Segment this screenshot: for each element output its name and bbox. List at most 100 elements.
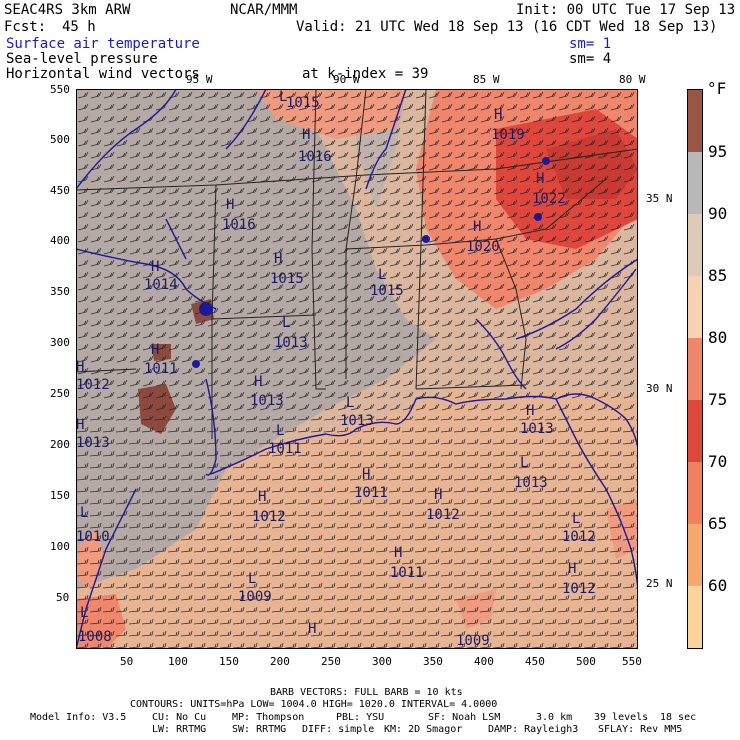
y-tick: 300 [50,336,70,349]
pressure-center-value: 1012 [562,529,596,545]
pressure-center-letter: H [394,545,402,561]
pressure-center-value: 1012 [252,509,286,525]
pressure-center-value: 1016 [222,217,256,233]
pressure-center-letter: H [494,107,502,123]
pressure-center-letter: H [536,171,544,187]
pressure-center-value: 1009 [238,589,272,605]
wind-barbs-land [76,89,638,419]
lon-label-85w: 85 W [473,73,500,86]
pressure-center-value: 1009 [456,633,490,649]
k-index-label: at k-index = 39 [302,66,429,82]
organization-label: NCAR/MMM [230,2,298,18]
field-pressure: Sea-level pressure [6,51,158,67]
colorbar-swatch [688,400,702,462]
pressure-center-value: 1010 [76,529,110,545]
pressure-center-letter: H [226,197,234,213]
colorbar-label: 70 [708,452,728,471]
pressure-center-value: 1012 [76,377,110,393]
longwave-scheme: LW: RRTMG [152,724,207,735]
pressure-center-letter: L [378,267,386,283]
colorbar-swatch [688,152,702,214]
pressure-center-letter: H [526,403,534,419]
pressure-center-letter: H [151,342,159,358]
pressure-center-value: 1013 [76,435,110,451]
colorbar-label: 80 [708,328,728,347]
forecast-hour: 45 h [62,19,96,35]
y-tick: 50 [56,591,70,604]
lon-label-95w: 95 W [186,73,213,86]
colorbar-swatch [688,586,702,648]
valid-time: Valid: 21 UTC Wed 18 Sep 13 (16 CDT Wed … [296,19,718,35]
x-tick: 350 [423,655,443,668]
x-tick: 100 [168,655,188,668]
x-tick: 50 [120,655,134,668]
model-version: Model Info: V3.5 [30,712,127,723]
y-tick: 450 [50,184,70,197]
surface-layer-option: SFLAY: Rev MM5 [598,724,683,735]
lon-label-90w: 90 W [333,73,360,86]
pressure-center-letter: H [76,417,84,433]
pressure-center-letter: H [76,359,84,375]
pressure-center-letter: L [80,605,88,621]
colorbar-label: 85 [708,266,728,285]
y-tick: 400 [50,234,70,247]
colorbar-swatch [688,90,702,152]
pressure-center-letter: H [568,561,576,577]
colorbar-swatch [688,276,702,338]
temperature-colorbar [687,89,703,649]
x-tick: 150 [219,655,239,668]
y-tick: 500 [50,133,70,146]
field-temperature: Surface air temperature [6,36,200,52]
shortwave-scheme: SW: RRTMG [232,724,287,735]
pressure-center-letter: L [276,423,284,439]
y-tick: 150 [50,489,70,502]
pressure-center-letter: L [282,315,290,331]
colorbar-unit: °F [707,79,727,98]
pressure-center-value: 1013 [250,393,284,409]
colorbar-label: 95 [708,142,728,161]
coastlines [76,89,638,649]
time-step: 18 sec [660,712,697,723]
pressure-center-value: 1014 [144,277,178,293]
lat-label-35n: 35 N [646,192,673,205]
colorbar-label: 90 [708,204,728,223]
y-tick: 250 [50,387,70,400]
km-option: KM: 2D Smagor [384,724,463,735]
pressure-center-value: 1011 [354,485,388,501]
pressure-center-letter: L [520,455,528,471]
pressure-center-value: 1016 [298,149,332,165]
pressure-center-letter: H [434,487,442,503]
lon-label-80w: 80 W [619,73,646,86]
model-title: SEAC4RS 3km ARW [4,2,131,18]
temperature-smoothing: sm= 1 [569,36,612,52]
colorbar-label: 75 [708,390,728,409]
lakes [192,157,550,368]
y-tick: 100 [50,540,70,553]
init-time: Init: 00 UTC Tue 17 Sep 13 [516,2,736,18]
colorbar-label: 60 [708,576,728,595]
field-wind: Horizontal wind vectors [6,66,200,82]
colorbar-swatch [688,524,702,586]
x-tick: 400 [474,655,494,668]
pressure-center-letter: H [362,467,370,483]
lat-label-25n: 25 N [646,577,673,590]
y-tick: 200 [50,438,70,451]
pressure-center-value: 1012 [562,581,596,597]
pressure-center-value: 1013 [274,335,308,351]
pressure-center-value: 1015 [286,95,320,111]
cumulus-scheme: CU: No Cu [152,712,207,723]
x-tick: 500 [576,655,596,668]
pressure-center-letter: H [258,489,266,505]
colorbar-swatch [688,338,702,400]
diffusion-option: DIFF: simple [302,724,375,735]
pressure-center-value: 1019 [491,127,525,143]
pressure-center-letter: H [151,259,159,275]
wind-barbs-gulf [76,419,638,649]
pressure-center-value: 1013 [340,413,374,429]
pressure-center-value: 1020 [466,239,500,255]
x-tick: 550 [622,655,642,668]
weather-map: L 1015 H 1016 H 1016 H 1019 H 1022 H 102… [76,89,638,649]
pressure-center-value: 1013 [520,421,554,437]
pressure-center-value: 1012 [426,507,460,523]
pressure-center-letter: H [302,127,310,143]
